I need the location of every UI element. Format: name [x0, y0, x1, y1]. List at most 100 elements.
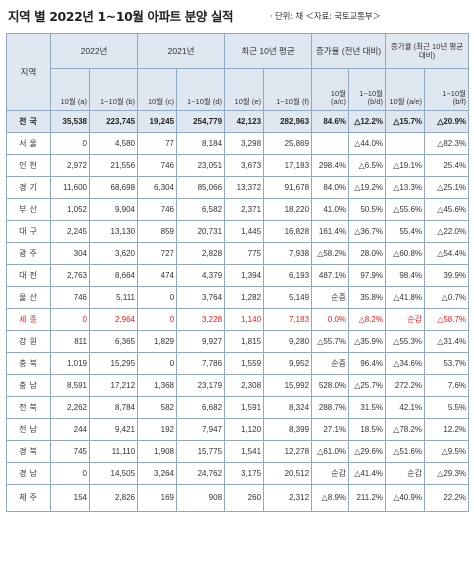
group-header: 2021년 [137, 33, 226, 69]
table-cell: 20,731 [176, 220, 226, 243]
sub-header: 10월 (a/c) [311, 68, 350, 111]
table-cell: 77 [137, 132, 178, 155]
region-name: 광주 [6, 242, 51, 265]
table-cell: 1,559 [224, 352, 265, 375]
table-row: 울산 746 5,111 0 3,764 1,282 5,149 순증 35.8% △41.8% △… [6, 286, 470, 309]
table-cell: △8.9% [311, 484, 350, 512]
table-cell: 5,111 [88, 286, 139, 309]
table-cell: 25.4% [424, 154, 470, 177]
table-cell: 21,556 [88, 154, 139, 177]
table-cell: 55.4% [385, 220, 426, 243]
table-cell: 5,149 [263, 286, 313, 309]
table-cell: 91,678 [263, 176, 313, 199]
region-name: 경남 [6, 462, 51, 485]
table-cell: 8,399 [263, 418, 313, 441]
table-cell: △22.0% [424, 220, 470, 243]
region-name: 울산 [6, 286, 51, 309]
table-cell: 41.0% [311, 198, 350, 221]
table-cell: 7.6% [424, 374, 470, 397]
table-cell: 3,175 [224, 462, 265, 485]
unit-note-text: 단위: 채 ＜자료: 국토교통부＞ [275, 12, 381, 22]
table-row: 전국 35,538 223,745 19,245 254,779 42,123 282,96… [6, 110, 470, 133]
table-cell: 11,600 [50, 176, 90, 199]
table-row: 대구 2,245 13,130 859 20,731 1,445 16,828 161.4% △… [6, 220, 470, 243]
region-name: 전남 [6, 418, 51, 441]
table-cell: 20,512 [263, 462, 313, 485]
table-cell: 859 [137, 220, 178, 243]
table-cell: 3,298 [224, 132, 265, 155]
table-cell: 19,245 [137, 110, 178, 133]
table-cell: 22.2% [424, 484, 470, 512]
table-cell: 582 [137, 396, 178, 419]
table-cell: 13,372 [224, 176, 265, 199]
sub-header: 1~10월 (b) [88, 68, 139, 111]
table-cell: 7,947 [176, 418, 226, 441]
table-cell: 11,110 [88, 440, 139, 463]
table-cell: 9,904 [88, 198, 139, 221]
table-cell: 746 [50, 286, 90, 309]
table-cell: 8,784 [88, 396, 139, 419]
table-cell: △36.7% [348, 220, 387, 243]
table-cell: △29.6% [348, 440, 387, 463]
table-cell: 2,826 [88, 484, 139, 512]
table-cell: △40.9% [385, 484, 426, 512]
table-cell: 18.5% [348, 418, 387, 441]
table-cell: 746 [137, 154, 178, 177]
table-cell: 474 [137, 264, 178, 287]
table-cell: △15.7% [385, 110, 426, 133]
table-cell: 15,992 [263, 374, 313, 397]
region-name: 서울 [6, 132, 51, 155]
table-cell: 8,591 [50, 374, 90, 397]
table-cell: 17,212 [88, 374, 139, 397]
table-cell: 84.6% [311, 110, 350, 133]
table-cell: △44.0% [348, 132, 387, 155]
table-cell: 192 [137, 418, 178, 441]
table-cell: 순감 [311, 462, 350, 485]
table-cell: △25.1% [424, 176, 470, 199]
table-cell: 17,183 [263, 154, 313, 177]
table-cell: △31.4% [424, 330, 470, 353]
table-cell: 8,324 [263, 396, 313, 419]
table-cell: 0 [137, 286, 178, 309]
title-bar: 지역 별 2022년 1~10월 아파트 분양 실적 · 단위: 채 ＜자료: … [0, 0, 474, 32]
table-cell: 2,245 [50, 220, 90, 243]
table-cell: 3,264 [137, 462, 178, 485]
table-cell: 9,952 [263, 352, 313, 375]
table-cell: 282,963 [263, 110, 313, 133]
table-cell: △41.4% [348, 462, 387, 485]
table-row: 경기 11,600 68,698 6,304 85,066 13,372 91,678 84.… [6, 176, 470, 199]
table-cell: 1,908 [137, 440, 178, 463]
table-cell: 6,304 [137, 176, 178, 199]
table-cell: 7,183 [263, 308, 313, 331]
region-name: 충북 [6, 352, 51, 375]
table-cell: 211.2% [348, 484, 387, 512]
group-header: 2022년 [49, 33, 139, 69]
table-cell: 223,745 [88, 110, 139, 133]
table-cell: 6,582 [176, 198, 226, 221]
table-cell: 3,673 [224, 154, 265, 177]
table-cell: △0.7% [424, 286, 470, 309]
table-cell: 8,664 [88, 264, 139, 287]
table-cell: 4,379 [176, 264, 226, 287]
sub-header: 1~10월 (f) [263, 68, 313, 111]
unit-note: · 단위: 채 ＜자료: 국토교통부＞ [270, 12, 381, 22]
table-cell: △20.9% [424, 110, 470, 133]
table-cell: △6.5% [348, 154, 387, 177]
table-cell: 0.0% [311, 308, 350, 331]
table-cell: 42.1% [385, 396, 426, 419]
table-cell: 254,779 [176, 110, 226, 133]
table-cell: 1,591 [224, 396, 265, 419]
region-name: 전국 [6, 110, 51, 133]
table-cell: 50.5% [348, 198, 387, 221]
table-cell: 811 [50, 330, 90, 353]
table-cell: 42,123 [224, 110, 265, 133]
table-cell: 순감 [385, 462, 426, 485]
table-cell: 순증 [311, 286, 350, 309]
table-cell: 6,193 [263, 264, 313, 287]
table-cell: 1,368 [137, 374, 178, 397]
table-cell: △19.1% [385, 154, 426, 177]
table-cell: 746 [137, 198, 178, 221]
group-header: 증가율 (최근 10년 평균 대비) [385, 33, 470, 69]
table-cell [311, 132, 350, 155]
table-cell: △25.7% [348, 374, 387, 397]
